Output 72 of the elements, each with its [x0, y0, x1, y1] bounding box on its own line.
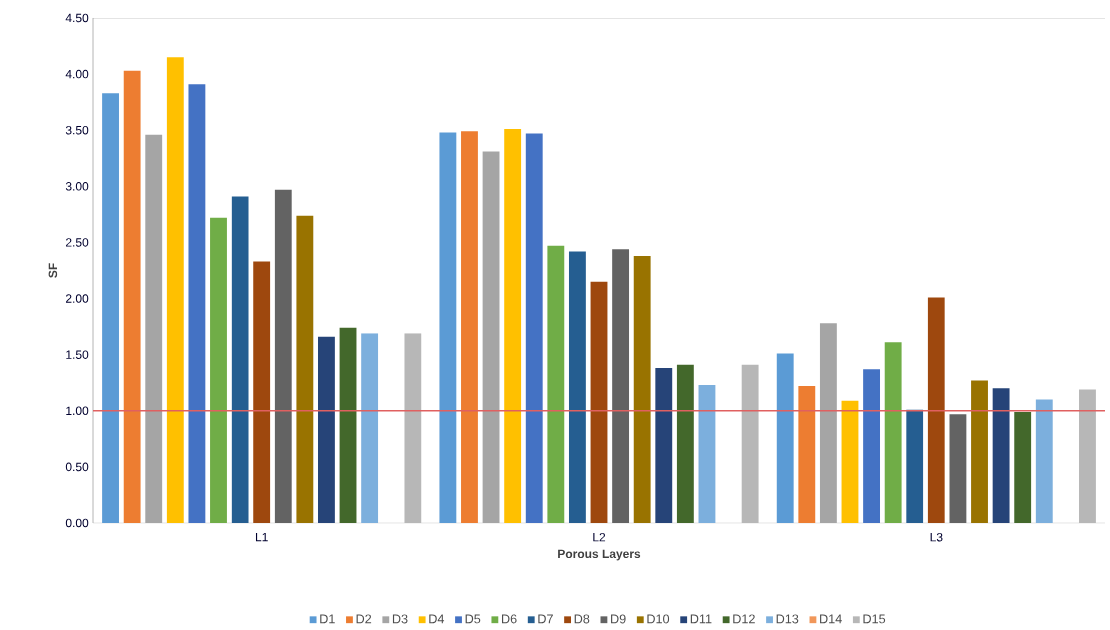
bar [698, 384, 716, 523]
bar [318, 336, 335, 523]
y-tick-label: 1.00 [66, 406, 89, 416]
x-tick-label: L2 [593, 532, 606, 542]
bar [633, 255, 651, 523]
y-tick-label: 2.00 [65, 294, 89, 303]
bar [971, 380, 988, 523]
legend-label: D13 [776, 614, 799, 624]
bar [906, 409, 924, 523]
bar [253, 261, 271, 523]
bar [210, 217, 227, 523]
x-tick-label: L1 [255, 532, 268, 542]
bar [568, 251, 586, 523]
legend-label: D1 [320, 614, 335, 624]
bar [612, 249, 630, 523]
bar [1014, 411, 1032, 523]
y-tick-label: 1.50 [66, 350, 89, 359]
bar [504, 129, 522, 523]
y-axis-title: SF [48, 263, 58, 278]
bar [145, 134, 163, 523]
bar [482, 151, 500, 523]
bar [123, 70, 141, 523]
x-tick-label: L3 [930, 532, 943, 542]
bar [992, 388, 1010, 523]
x-axis-title: Porous Layers [558, 549, 641, 561]
bar [231, 196, 249, 523]
y-tick-label: 3.00 [65, 182, 89, 191]
bar [439, 132, 457, 523]
legend-label: D3 [392, 614, 408, 624]
bar [296, 215, 314, 523]
y-tick-label: 0.50 [65, 462, 89, 472]
y-tick-label: 2.50 [65, 238, 89, 247]
legend-label: D8 [574, 614, 590, 624]
bar [863, 369, 881, 523]
bar [404, 333, 422, 523]
bar [547, 245, 565, 523]
bar [461, 131, 478, 523]
legend-label: D11 [690, 614, 712, 624]
legend-label: D4 [429, 614, 445, 624]
legend-label: D7 [538, 614, 553, 624]
bar [361, 333, 379, 523]
bar [841, 400, 859, 523]
legend-label: D10 [647, 614, 670, 624]
bar [102, 93, 119, 523]
legend-label: D15 [863, 614, 886, 624]
bar [1079, 389, 1096, 523]
y-tick-label: 4.50 [65, 13, 89, 23]
y-tick-label: 0.00 [65, 518, 89, 528]
legend-label: D9 [611, 614, 626, 624]
bar [927, 297, 945, 523]
legend-label: D2 [356, 614, 372, 624]
bar [590, 281, 608, 523]
bar [339, 327, 357, 523]
legend-label: D6 [502, 614, 517, 624]
bar [884, 342, 902, 523]
bar [274, 189, 292, 523]
legend-label: D14 [820, 614, 842, 624]
bar [676, 364, 694, 523]
legend-label: D5 [465, 614, 481, 624]
bar [188, 84, 206, 523]
bar [949, 414, 967, 523]
bar [798, 386, 816, 523]
bar [776, 353, 794, 523]
bar [741, 364, 759, 523]
legend-label: D12 [733, 614, 755, 624]
bar [166, 57, 184, 523]
bar [819, 323, 837, 523]
y-tick-label: 4.00 [65, 69, 89, 79]
bar [525, 133, 543, 523]
y-tick-label: 3.50 [65, 125, 89, 135]
bar [655, 368, 673, 523]
bar [1035, 399, 1053, 523]
